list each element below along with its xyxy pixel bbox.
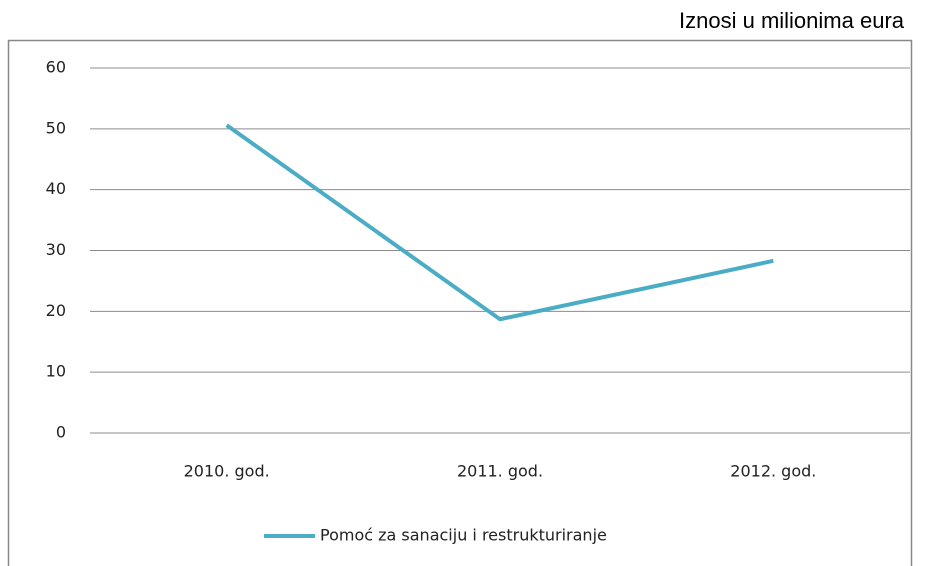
- y-tick-label: 10: [46, 362, 66, 381]
- x-tick-label: 2012. god.: [730, 462, 816, 481]
- y-tick-label: 0: [56, 423, 66, 442]
- legend-label: Pomoć za sanaciju i restrukturiranje: [320, 526, 607, 545]
- y-tick-label: 40: [46, 179, 66, 198]
- y-tick-label: 20: [46, 301, 66, 320]
- data-line: [225, 123, 774, 322]
- x-tick-label: 2010. god.: [184, 462, 270, 481]
- y-tick-label: 30: [46, 240, 66, 259]
- chart-subtitle: Iznosi u milionima eura: [679, 8, 905, 33]
- x-tick-label: 2011. god.: [457, 462, 543, 481]
- y-tick-label: 60: [46, 58, 66, 77]
- chart-frame: [7, 39, 913, 566]
- y-tick-label: 50: [46, 118, 66, 137]
